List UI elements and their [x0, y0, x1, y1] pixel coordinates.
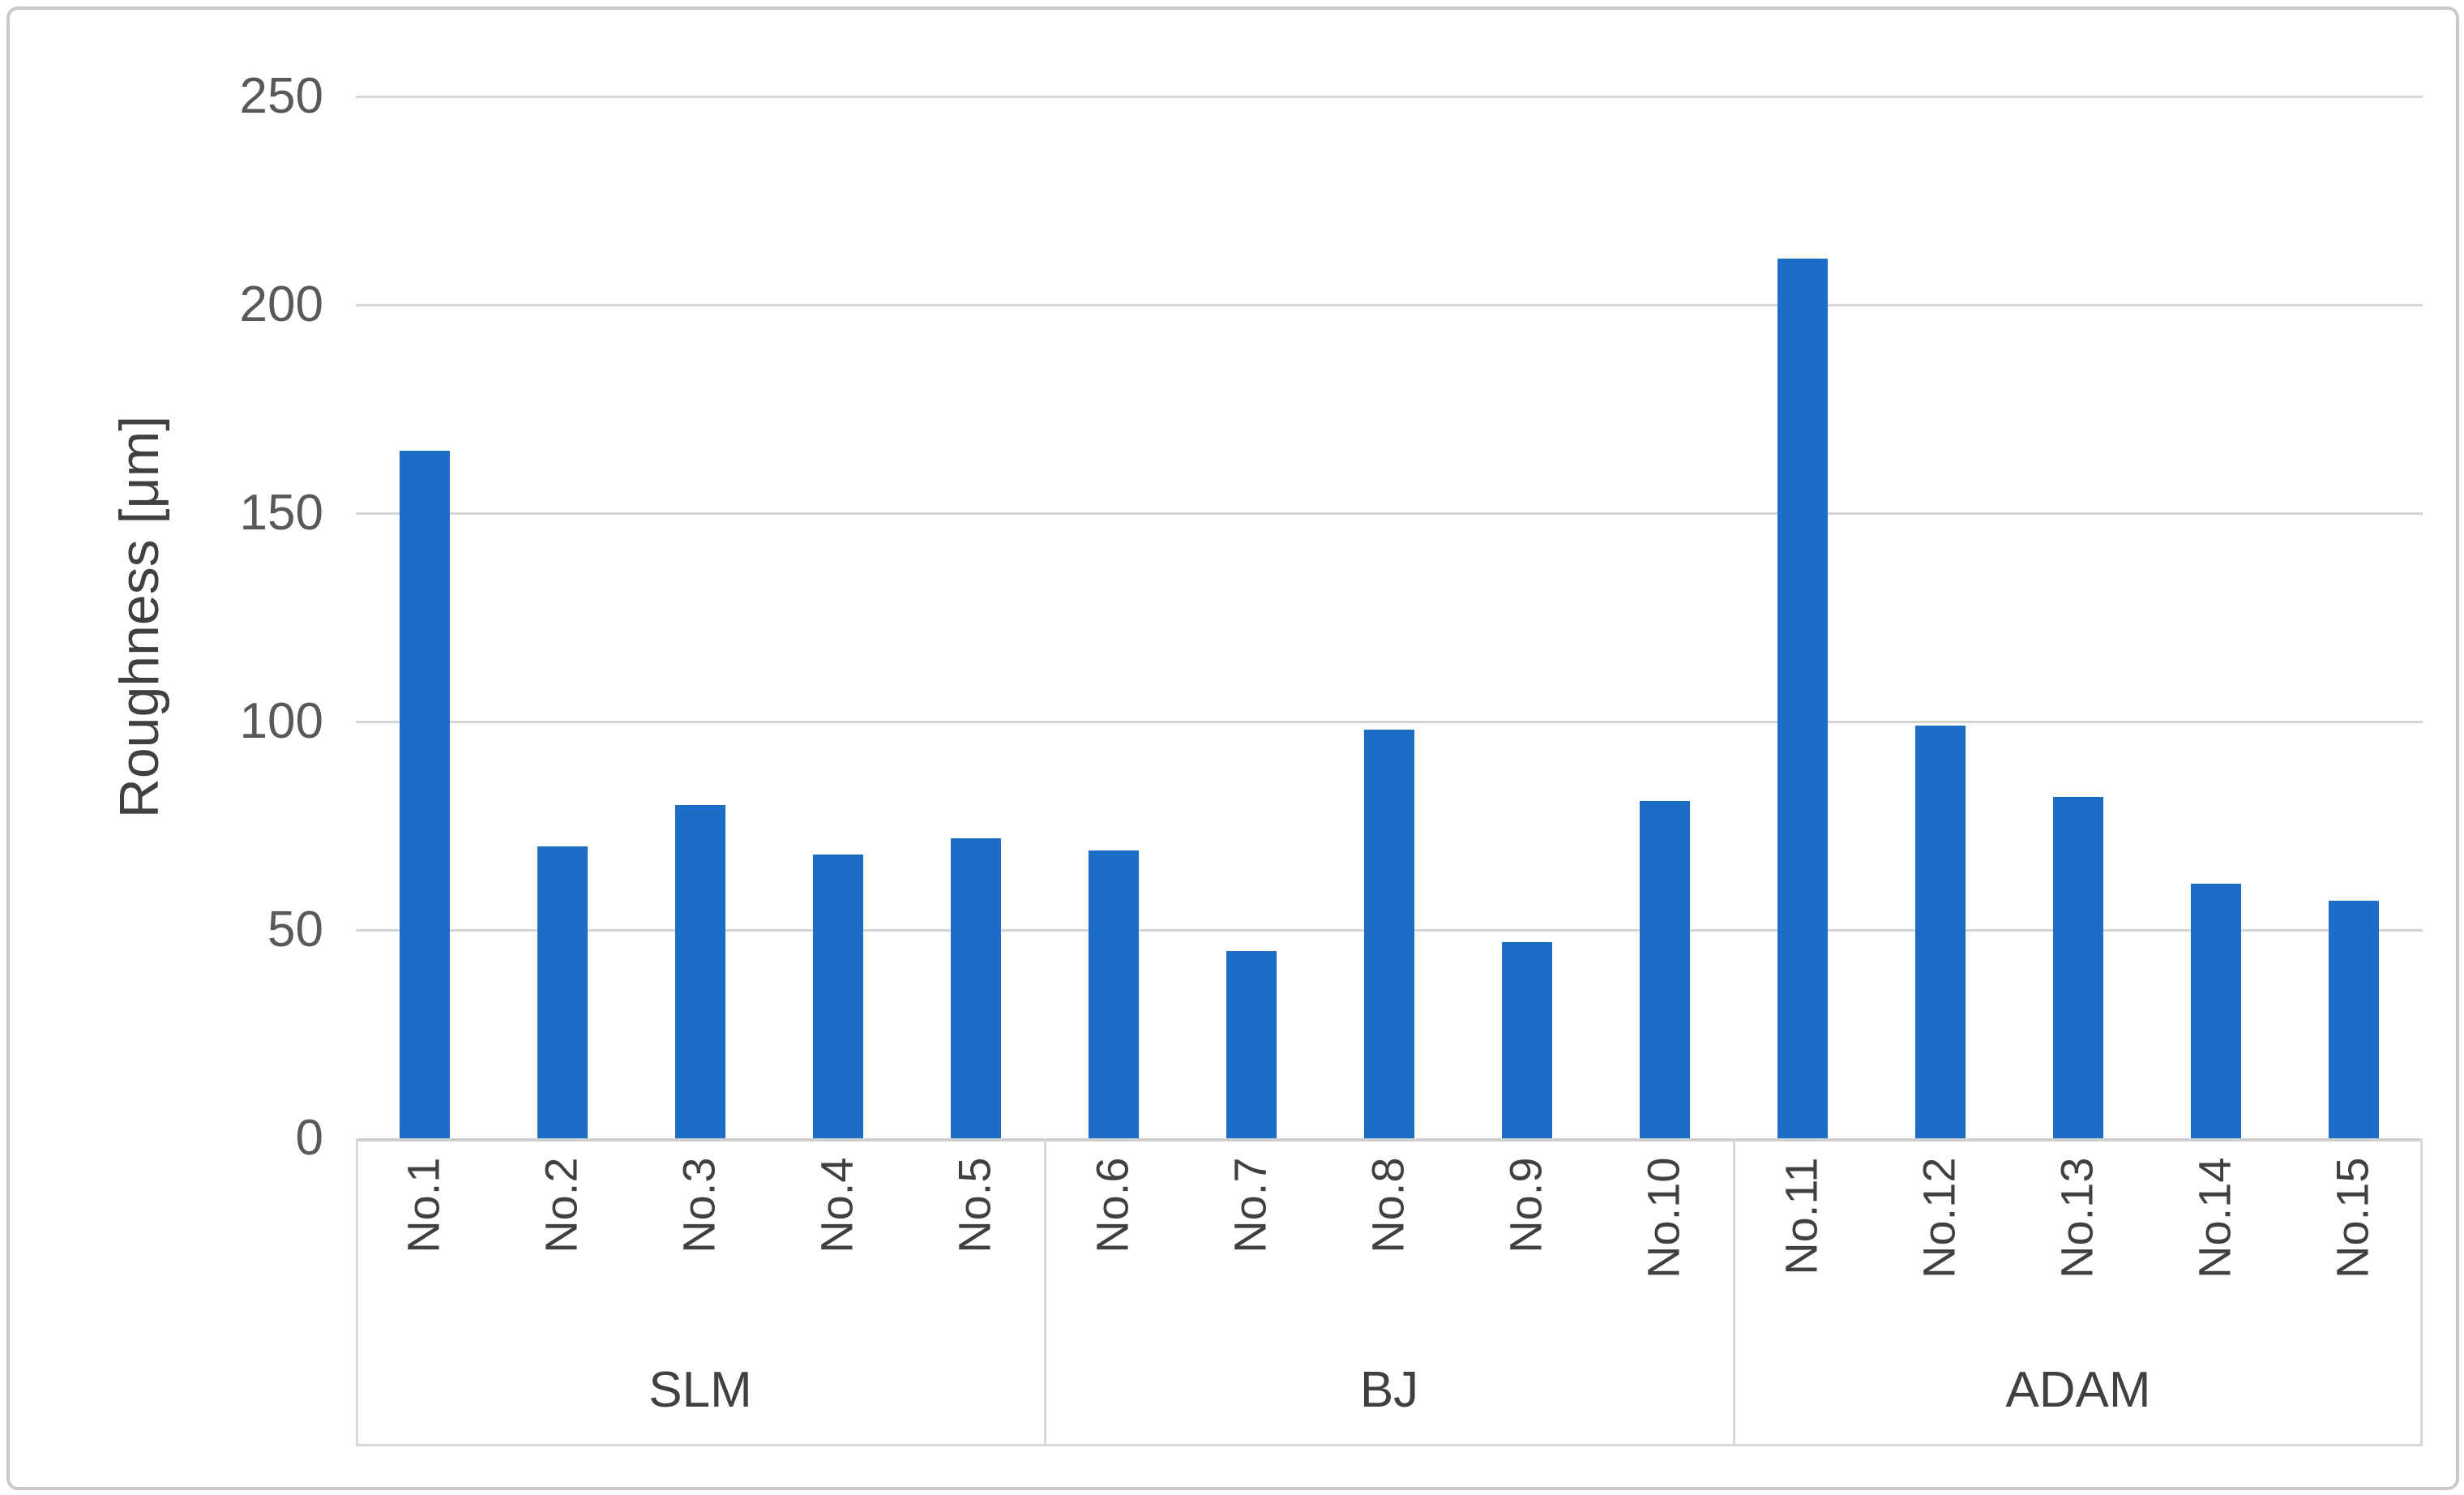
bar-No.3 [675, 805, 725, 1138]
bar-No.12 [1915, 726, 1966, 1138]
bar-No.1 [400, 451, 450, 1138]
gridline-y-250 [356, 96, 2423, 98]
y-tick-label-50: 50 [267, 902, 323, 957]
group-label-ADAM: ADAM [2005, 1362, 2151, 1418]
axis-box-right-border [2420, 1138, 2423, 1446]
bar-No.10 [1640, 801, 1690, 1138]
group-divider-1 [1044, 1138, 1046, 1446]
bar-No.6 [1089, 850, 1139, 1138]
y-tick-label-0: 0 [295, 1110, 323, 1166]
bar-No.7 [1226, 951, 1277, 1138]
gridline-y-200 [356, 304, 2423, 306]
bar-No.8 [1364, 730, 1414, 1138]
y-tick-label-150: 150 [239, 485, 323, 541]
bar-No.15 [2329, 901, 2379, 1138]
gridline-y-100 [356, 721, 2423, 723]
y-axis-title: Roughness [μm] [109, 415, 170, 819]
bar-No.2 [537, 846, 588, 1138]
y-tick-label-100: 100 [239, 693, 323, 749]
bar-No.13 [2053, 797, 2103, 1138]
bar-No.11 [1777, 259, 1828, 1138]
chart-frame: Roughness [μm] 0 50 100 150 200 250 No.1 No.2 N… [6, 6, 2459, 1490]
group-divider-2 [1733, 1138, 1735, 1446]
axis-box-left-border [356, 1138, 358, 1446]
bar-No.14 [2191, 884, 2241, 1138]
gridline-y-150 [356, 512, 2423, 515]
bar-No.5 [951, 838, 1001, 1138]
bar-No.9 [1502, 942, 1552, 1138]
group-label-BJ: BJ [1359, 1362, 1419, 1418]
group-label-SLM: SLM [648, 1362, 752, 1418]
axis-box-bottom-border [356, 1444, 2423, 1446]
x-axis-baseline [356, 1138, 2423, 1142]
y-tick-label-250: 250 [239, 68, 323, 124]
bar-No.4 [813, 855, 863, 1138]
y-tick-label-200: 200 [239, 276, 323, 332]
